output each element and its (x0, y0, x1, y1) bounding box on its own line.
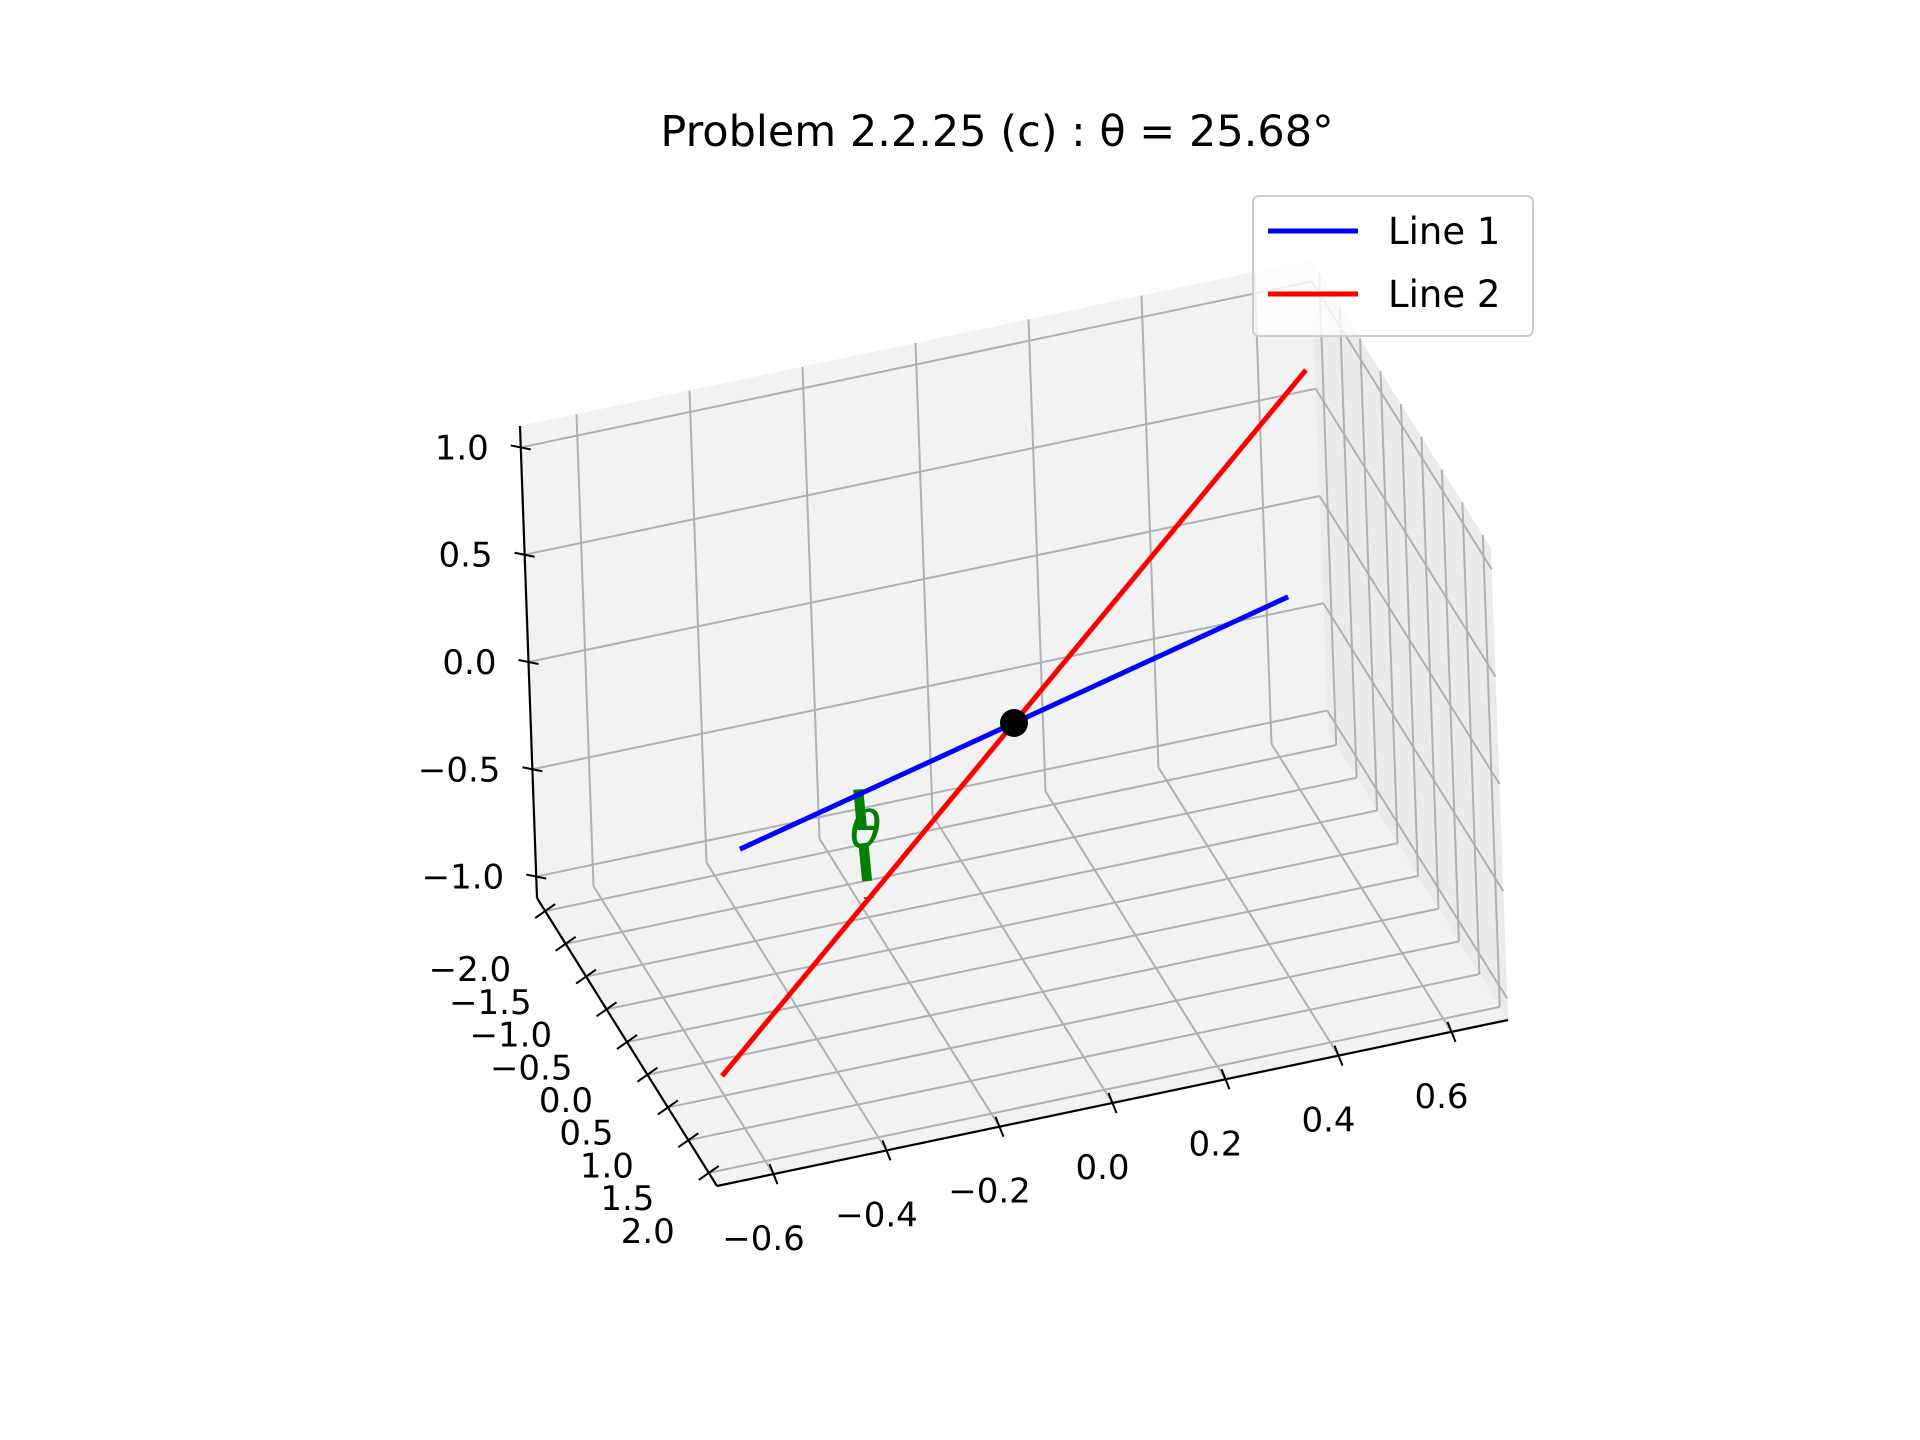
z-tick-label: −0.5 (418, 750, 501, 790)
intersection-point (1000, 709, 1028, 737)
grid-line-y (647, 907, 1439, 1076)
y-tick-label: −1.5 (449, 983, 532, 1023)
tick-mark (518, 659, 539, 665)
y-tick-label: −0.5 (490, 1048, 573, 1088)
tick-mark (768, 1163, 779, 1185)
grid-line-z (1314, 388, 1497, 678)
tick-mark (698, 1165, 720, 1181)
grid-lines (520, 271, 1509, 1175)
grid-line-z (524, 387, 1316, 556)
z-tick-label: 0.0 (442, 643, 496, 683)
grid-line-y (565, 776, 1357, 945)
grid-line-z (1326, 710, 1509, 1000)
tick-mark (881, 1140, 892, 1161)
x-tick-label: 0.0 (1075, 1148, 1129, 1188)
tick-labels: −0.6−0.4−0.20.00.20.40.6−2.0−1.5−1.0−0.5… (418, 429, 1469, 1260)
tick-mark (510, 444, 531, 451)
grid-line-z (528, 495, 1320, 663)
grid-line-y (667, 940, 1460, 1109)
x-tick-label: 0.4 (1301, 1101, 1355, 1141)
y-tick-label: 2.0 (621, 1212, 675, 1252)
legend-label-line-1: Line 1 (1388, 210, 1500, 253)
tick-mark (657, 1099, 679, 1116)
tick-mark (526, 873, 547, 880)
grid-line-y (688, 973, 1480, 1142)
y-tick-label: 0.5 (559, 1114, 613, 1154)
tick-mark (514, 551, 535, 558)
tick-mark (575, 968, 597, 985)
y-tick-label: 1.0 (580, 1147, 634, 1187)
y-tick-label: 0.0 (539, 1081, 593, 1121)
tick-mark (636, 1066, 659, 1083)
tick-mark (677, 1132, 699, 1149)
y-tick-label: −2.0 (429, 950, 512, 990)
tick-mark (1220, 1068, 1231, 1090)
tick-mark (534, 903, 556, 919)
grid-line-y (626, 875, 1419, 1043)
tick-mark (555, 935, 577, 952)
grid-line-z (520, 280, 1312, 449)
y-tick-label: 1.5 (600, 1179, 654, 1219)
z-tick-label: 0.5 (439, 536, 493, 576)
tick-mark (994, 1116, 1005, 1138)
tick-mark (522, 766, 543, 773)
legend: Line 1 Line 2 (1252, 195, 1534, 337)
plot-series: θ (720, 368, 1308, 1078)
z-tick-label: 1.0 (435, 429, 489, 469)
x-tick-label: −0.6 (722, 1219, 805, 1259)
tick-mark (616, 1034, 638, 1050)
tick-mark (595, 1001, 618, 1018)
z-tick-label: −1.0 (422, 858, 505, 898)
chart-title: Problem 2.2.25 (c) : θ = 25.68° (660, 107, 1333, 157)
x-tick-label: 0.2 (1188, 1124, 1242, 1164)
y-tick-label: −1.0 (470, 1016, 553, 1056)
grid-line-z (536, 709, 1328, 878)
grid-line-y (708, 1005, 1501, 1174)
angle-marker-label: θ (850, 801, 882, 861)
grid-line-z (532, 602, 1324, 771)
grid-line-z (1322, 602, 1505, 892)
grid-line-y (606, 842, 1398, 1011)
grid-line-y (585, 809, 1378, 978)
legend-label-line-2: Line 2 (1388, 273, 1500, 316)
x-tick-label: −0.4 (835, 1195, 918, 1235)
tick-mark (1446, 1021, 1457, 1043)
grid-line-z (1318, 495, 1501, 785)
angle-marker-line (853, 788, 874, 900)
tick-mark (1333, 1045, 1344, 1066)
tick-marks (510, 444, 1457, 1185)
tick-mark (1107, 1092, 1118, 1114)
x-tick-label: 0.6 (1414, 1077, 1468, 1117)
x-tick-label: −0.2 (948, 1172, 1031, 1212)
grid-line-y (544, 744, 1337, 913)
